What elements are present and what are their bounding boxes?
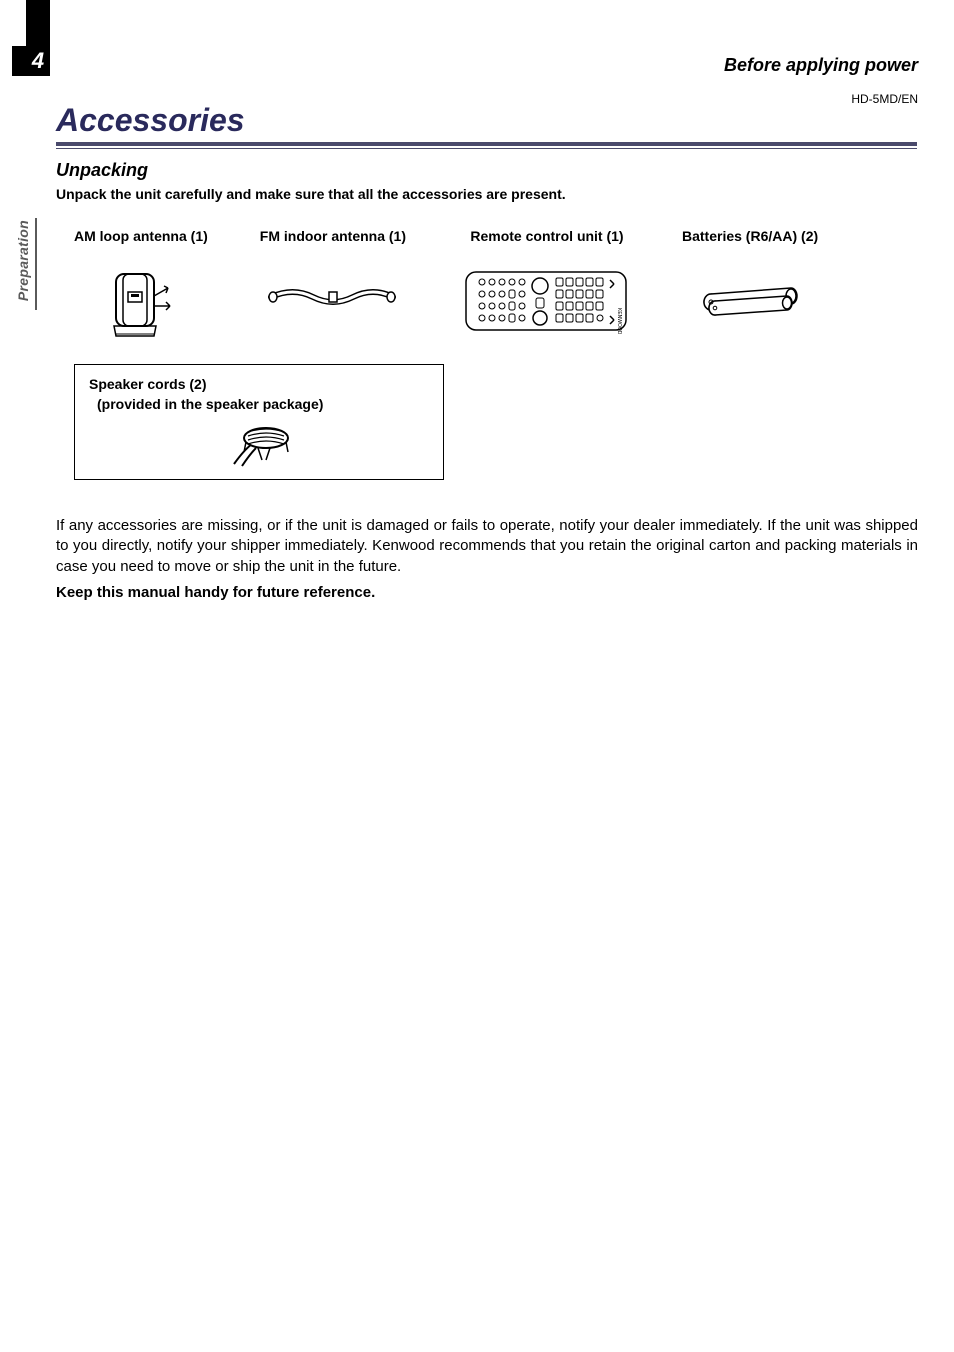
batteries-label: Batteries (R6/AA) (2)	[682, 228, 818, 244]
subtitle: Unpacking	[56, 160, 148, 181]
model-code: HD-5MD/EN	[851, 92, 918, 106]
section-tab-label: Preparation	[15, 220, 31, 301]
speaker-cords-box: Speaker cords (2) (provided in the speak…	[74, 364, 444, 480]
section-tab-line	[35, 218, 37, 310]
instruction-text: Unpack the unit carefully and make sure …	[56, 186, 566, 202]
page-title: Accessories	[56, 102, 245, 139]
body-paragraph: If any accessories are missing, or if th…	[56, 516, 918, 577]
top-stripe	[26, 0, 50, 46]
speaker-cords-icon	[89, 422, 429, 472]
title-underline-thin	[56, 148, 917, 149]
speaker-cords-label-1: Speaker cords (2)	[89, 375, 429, 395]
fm-indoor-icon	[263, 282, 403, 312]
accessories-row: AM loop antenna (1) FM indoor antenna (1…	[74, 228, 914, 344]
header-right: Before applying power	[724, 55, 918, 76]
fm-indoor-col: FM indoor antenna (1)	[260, 228, 406, 344]
am-loop-col: AM loop antenna (1)	[74, 228, 208, 344]
remote-col: Remote control unit (1)	[462, 228, 632, 344]
am-loop-label: AM loop antenna (1)	[74, 228, 208, 244]
keep-manual-text: Keep this manual handy for future refere…	[56, 584, 375, 601]
speaker-cords-label-2: (provided in the speaker package)	[89, 395, 429, 415]
title-underline-thick	[56, 142, 917, 146]
am-loop-icon	[96, 266, 186, 344]
batteries-col: Batteries (R6/AA) (2)	[682, 228, 818, 344]
remote-icon: KENWOOD	[462, 268, 632, 334]
page-number: 4	[12, 46, 50, 76]
svg-text:KENWOOD: KENWOOD	[616, 308, 622, 334]
batteries-icon	[697, 282, 803, 318]
remote-label: Remote control unit (1)	[470, 228, 623, 244]
fm-indoor-label: FM indoor antenna (1)	[260, 228, 406, 244]
